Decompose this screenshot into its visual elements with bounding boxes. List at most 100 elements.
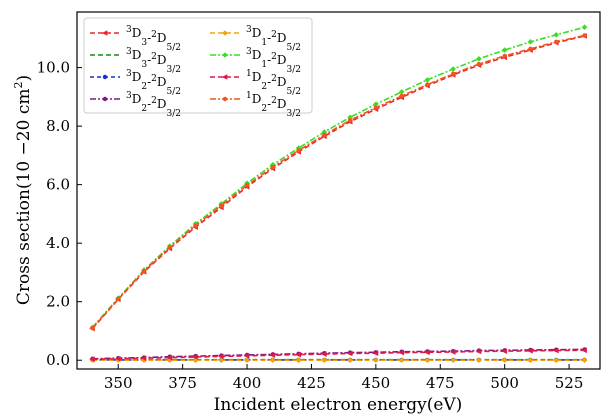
series-line-1d2-2d5-2 xyxy=(92,349,585,361)
axes: 350 375 400 425 450 475 500 525 0.0 2.0 4.0 6.0 8.0 1… xyxy=(37,59,584,392)
data-point xyxy=(553,32,560,38)
data-point xyxy=(140,355,147,361)
data-point xyxy=(167,245,172,250)
y-tick-label: 8.0 xyxy=(46,117,70,135)
data-point xyxy=(476,357,482,364)
y-tick-label: 10.0 xyxy=(37,59,70,77)
data-point xyxy=(372,350,379,356)
legend-item-3d3-2d3-2: 3D3-2D3/2 xyxy=(90,47,181,75)
legend-label: 3D3-2D5/2 xyxy=(126,25,181,53)
legend-label: 1D2-2D5/2 xyxy=(246,69,301,97)
legend-label: 3D2-2D3/2 xyxy=(126,91,181,119)
legend-marker xyxy=(221,74,228,80)
data-point xyxy=(501,348,508,354)
legend-item-3d1-2d5-2: 3D1-2D5/2 xyxy=(210,25,301,53)
data-point xyxy=(502,53,507,59)
data-point xyxy=(193,223,198,228)
data-point xyxy=(450,357,456,364)
data-point xyxy=(501,357,508,364)
data-point xyxy=(373,105,379,110)
y-tick-label: 6.0 xyxy=(46,176,70,194)
data-point xyxy=(270,164,276,170)
x-tick-label: 400 xyxy=(233,374,262,392)
x-axis-label: Incident electron energy(eV) xyxy=(214,395,463,415)
data-point xyxy=(347,118,353,123)
data-point xyxy=(218,353,224,360)
y-tick-label: 4.0 xyxy=(46,234,70,252)
legend-item-3d2-2d5-2: 3D2-2D5/2 xyxy=(90,69,181,97)
data-point xyxy=(476,61,482,67)
x-tick-label: 450 xyxy=(362,374,391,392)
x-tick-label: 350 xyxy=(104,374,133,392)
legend-label: 3D3-2D3/2 xyxy=(126,47,181,75)
x-tick-label: 425 xyxy=(297,374,326,392)
data-point xyxy=(425,82,430,87)
data-point xyxy=(582,33,587,38)
data-point xyxy=(116,296,121,301)
legend-marker xyxy=(222,30,228,36)
data-point xyxy=(373,357,379,364)
legend-marker xyxy=(101,30,108,36)
data-point xyxy=(424,357,431,364)
data-point xyxy=(243,353,250,359)
data-point xyxy=(527,348,533,354)
data-point xyxy=(399,93,404,99)
data-point xyxy=(166,357,173,364)
data-point xyxy=(321,351,327,357)
data-point xyxy=(244,357,250,364)
plot-area xyxy=(89,24,588,364)
data-point xyxy=(398,89,405,95)
legend-item-1d2-2d3-2: 1D2-2D3/2 xyxy=(210,91,301,119)
y-axis-label-main: Cross section(10 −20 cm xyxy=(14,89,34,306)
data-point xyxy=(449,349,456,355)
legend-item-3d1-2d3-2: 3D1-2D3/2 xyxy=(210,47,301,75)
data-point xyxy=(166,354,173,361)
data-point xyxy=(321,357,328,364)
legend-marker xyxy=(222,96,228,102)
legend-label: 1D2-2D3/2 xyxy=(246,91,301,119)
data-point xyxy=(373,101,379,107)
legend-item-3d3-2d5-2: 3D3-2D5/2 xyxy=(90,25,181,53)
data-point xyxy=(476,56,482,62)
data-point xyxy=(553,357,560,364)
data-point xyxy=(218,357,225,364)
series-1d2-2d5-2 xyxy=(89,347,587,363)
data-point xyxy=(450,71,456,76)
data-point xyxy=(89,356,95,363)
x-tick-label: 475 xyxy=(426,374,455,392)
y-tick-label: 0.0 xyxy=(46,351,70,369)
data-point xyxy=(581,24,588,31)
data-point xyxy=(321,129,328,135)
legend-marker xyxy=(102,74,108,80)
data-point xyxy=(244,183,250,188)
data-point xyxy=(501,47,508,53)
plot-frame xyxy=(76,11,601,370)
data-point xyxy=(192,357,199,364)
series-1d2-2d3-2 xyxy=(90,33,587,331)
data-point xyxy=(475,348,482,355)
data-point xyxy=(219,203,224,208)
legend-label: 3D1-2D3/2 xyxy=(246,47,301,75)
x-tick-label: 500 xyxy=(490,374,519,392)
x-tick-label: 525 xyxy=(555,374,584,392)
data-point xyxy=(528,46,533,52)
data-point xyxy=(295,357,302,364)
data-point xyxy=(90,325,95,331)
data-point xyxy=(553,347,559,354)
data-point xyxy=(141,268,147,274)
legend-marker xyxy=(222,52,228,58)
legend-box xyxy=(83,17,313,114)
data-point xyxy=(398,349,405,356)
data-point xyxy=(527,39,534,45)
data-point xyxy=(296,148,301,153)
data-point xyxy=(270,357,276,364)
data-point xyxy=(554,39,559,45)
data-point xyxy=(581,347,587,354)
data-point xyxy=(115,355,121,362)
x-tick-label: 375 xyxy=(168,374,197,392)
data-point xyxy=(450,66,456,72)
y-tick-label: 2.0 xyxy=(46,293,70,311)
legend-label: 3D2-2D5/2 xyxy=(126,69,181,97)
